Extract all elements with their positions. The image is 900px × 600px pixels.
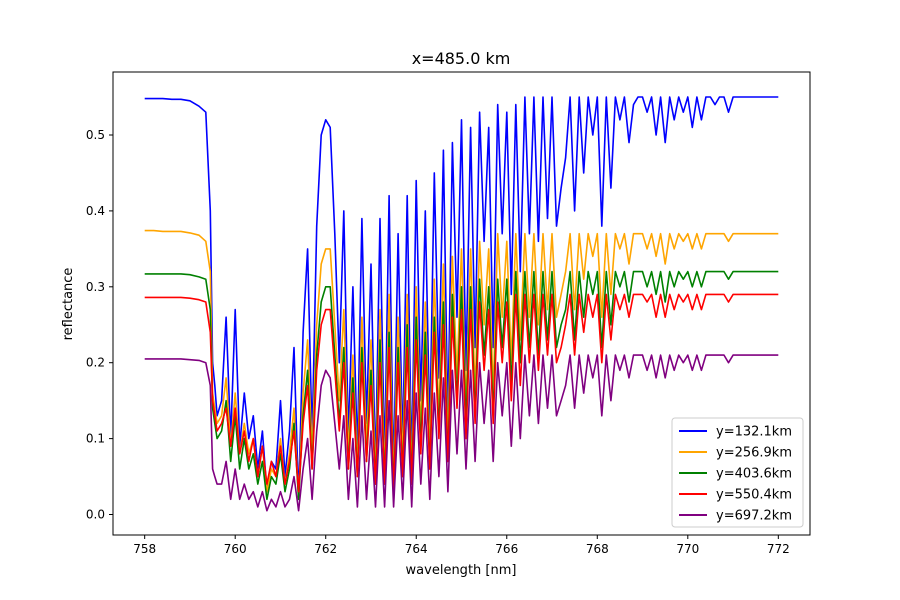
chart-title: x=485.0 km [412, 49, 511, 68]
x-tick-label: 760 [224, 542, 247, 556]
x-tick-label: 772 [767, 542, 790, 556]
y-tick-label: 0.4 [86, 204, 105, 218]
x-tick-label: 762 [314, 542, 337, 556]
y-tick-label: 0.2 [86, 356, 105, 370]
legend: y=132.1km y=256.9km y=403.6km y=550.4km y=69… [671, 417, 804, 528]
y-axis-label: reflectance [61, 268, 76, 341]
x-tick-label: 766 [495, 542, 518, 556]
y-axis: 0.0 0.1 0.2 0.3 0.4 0.5 [86, 128, 113, 522]
plot-lines [144, 96, 779, 512]
plot-frame [112, 71, 811, 536]
legend-label: y=403.6km [716, 467, 792, 482]
x-tick-label: 770 [676, 542, 699, 556]
legend-label: y=550.4km [716, 488, 792, 503]
series-line-4 [144, 293, 779, 493]
y-tick-label: 0.0 [86, 508, 105, 522]
x-axis-label: wavelength [nm] [406, 563, 517, 578]
x-tick-label: 768 [586, 542, 609, 556]
series-line-5 [144, 354, 779, 512]
y-tick-label: 0.5 [86, 128, 105, 142]
x-tick-label: 764 [405, 542, 428, 556]
y-tick-label: 0.1 [86, 432, 105, 446]
series-line-3 [144, 270, 779, 501]
legend-label: y=697.2km [716, 509, 792, 524]
legend-label: y=256.9km [716, 446, 792, 461]
x-axis: 758 760 762 764 766 768 770 772 [133, 535, 790, 556]
y-tick-label: 0.3 [86, 280, 105, 294]
x-tick-label: 758 [133, 542, 156, 556]
legend-label: y=132.1km [716, 425, 792, 440]
legend-box [671, 417, 804, 528]
